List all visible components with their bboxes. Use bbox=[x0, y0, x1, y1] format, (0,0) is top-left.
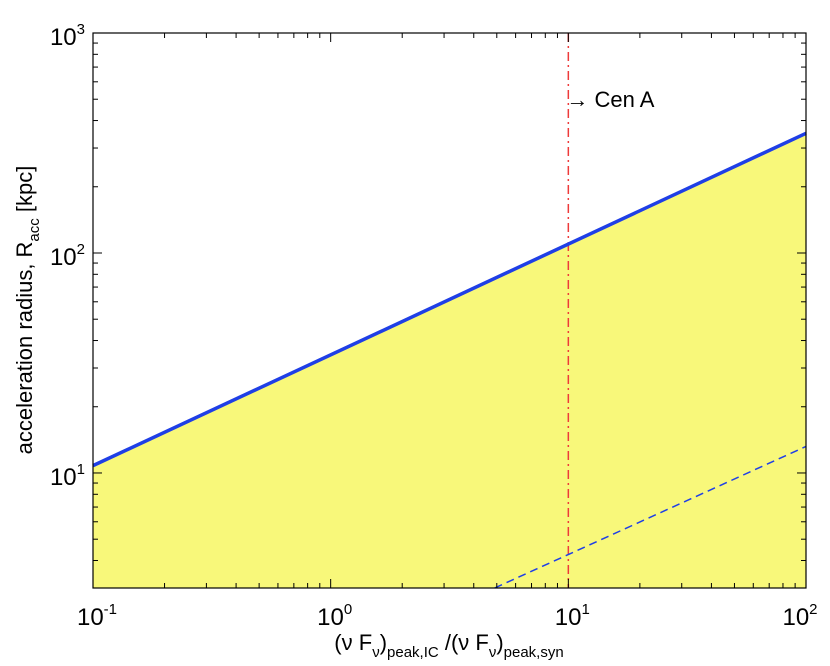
x-label-sub-4: peak,syn bbox=[504, 644, 564, 661]
x-label-part-1: (ν F bbox=[334, 630, 372, 655]
y-tick-label: 101 bbox=[50, 461, 85, 491]
x-label-part-4: ) bbox=[496, 630, 503, 655]
x-tick-label: 102 bbox=[782, 601, 817, 631]
x-label-sub-3: ν bbox=[489, 644, 497, 661]
y-label-main: acceleration radius, R bbox=[12, 242, 37, 455]
plot-frame bbox=[92, 32, 807, 589]
y-label-unit: [kpc] bbox=[12, 166, 37, 219]
y-label-sub: acc bbox=[26, 218, 43, 242]
series-dashed-line bbox=[494, 445, 807, 589]
y-axis-label: acceleration radius, Racc [kpc] bbox=[12, 166, 43, 455]
x-label-sub-2: peak,IC bbox=[387, 644, 439, 661]
x-tick-label: 10-1 bbox=[77, 601, 117, 631]
series-solid-line bbox=[92, 131, 807, 468]
x-label-part-2: ) bbox=[380, 630, 387, 655]
x-axis-label: (ν Fν)peak,IC /(ν Fν)peak,syn bbox=[334, 630, 563, 661]
x-label-sub-1: ν bbox=[372, 644, 380, 661]
shaded-region bbox=[93, 133, 806, 588]
annotation-cen-a: → Cen A bbox=[566, 87, 654, 112]
x-label-part-3: /(ν F bbox=[439, 630, 489, 655]
x-tick-label: 100 bbox=[317, 601, 352, 631]
y-tick-label: 102 bbox=[50, 241, 85, 271]
x-tick-label: 101 bbox=[555, 601, 590, 631]
y-tick-label: 103 bbox=[50, 21, 85, 51]
